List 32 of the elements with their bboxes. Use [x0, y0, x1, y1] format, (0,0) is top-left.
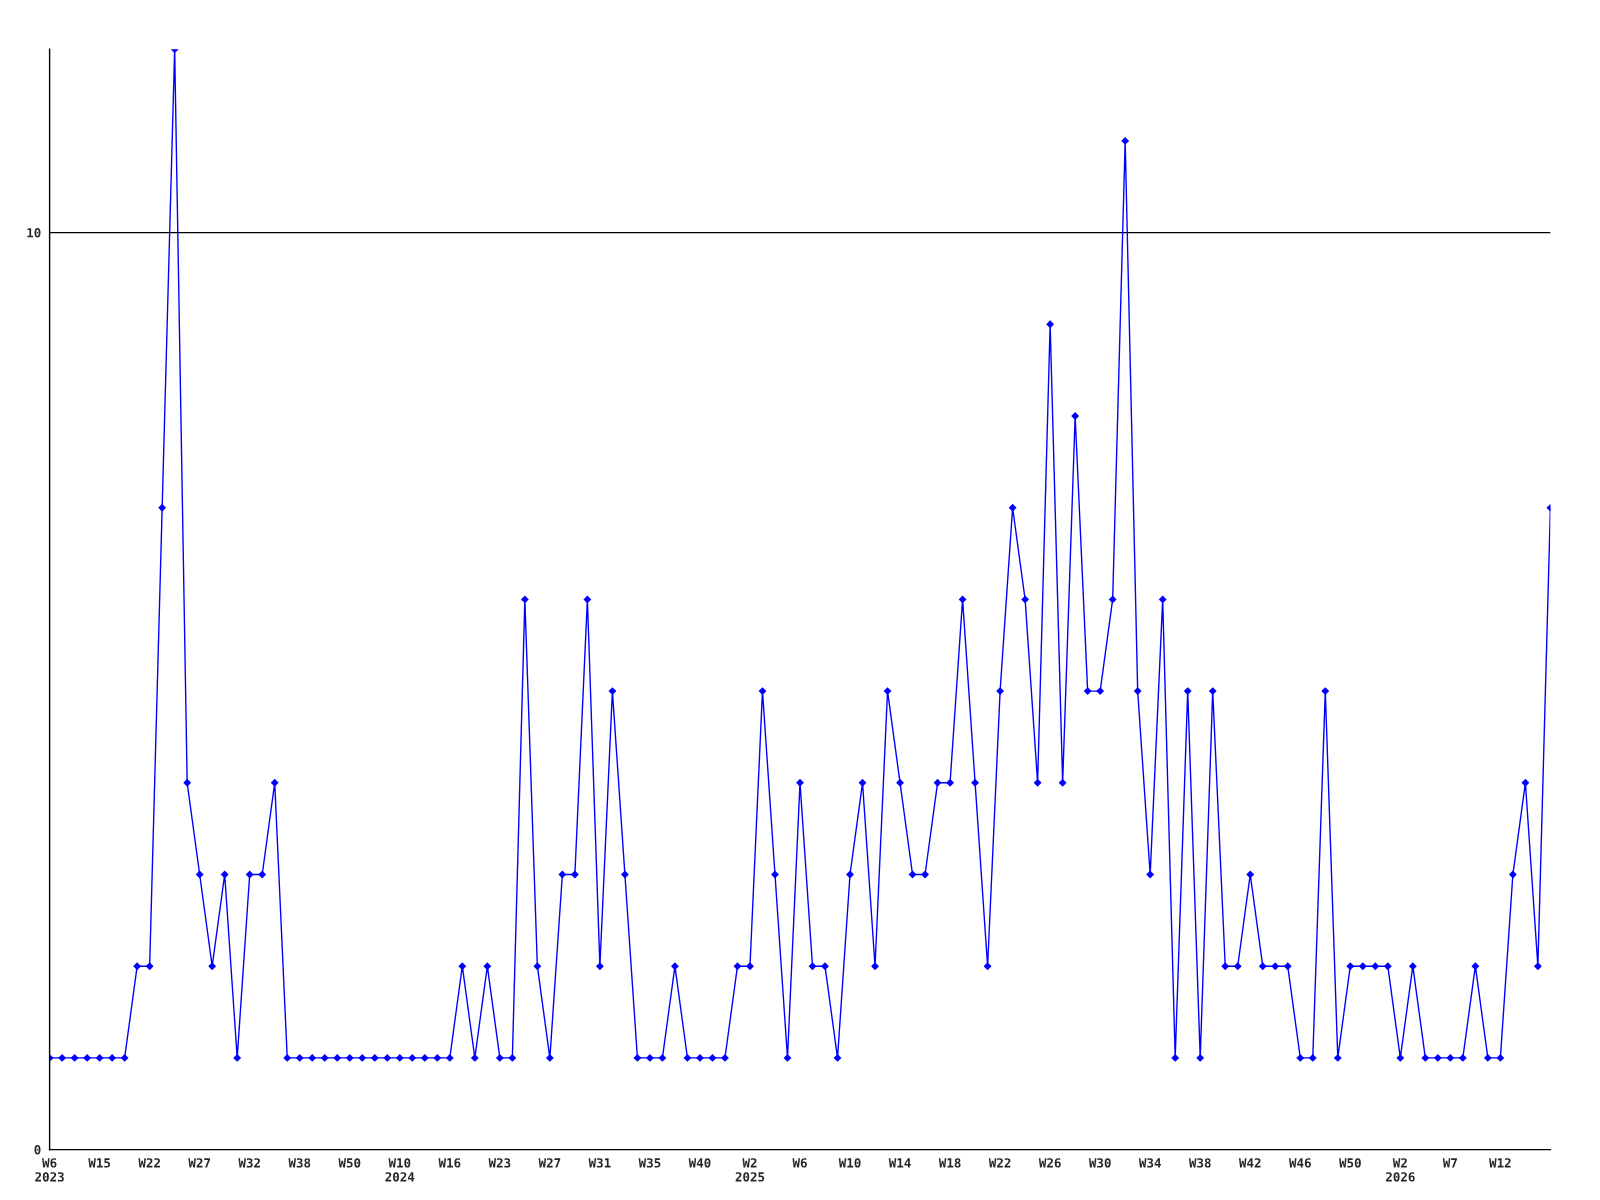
x-tick-label: W27: [188, 1158, 211, 1168]
y-tick-label: 0: [34, 1145, 41, 1155]
x-tick-label: W18: [938, 1158, 961, 1168]
x-tick-label: W14: [888, 1158, 911, 1168]
x-tick-label: W42: [1238, 1158, 1261, 1168]
x-tick-label: W32: [238, 1158, 260, 1168]
x-tick-label: W30: [1088, 1158, 1111, 1168]
x-tick-label: W6: [792, 1158, 807, 1168]
x-tick-label: W26: [1038, 1158, 1061, 1168]
x-tick-label: W34: [1138, 1158, 1161, 1168]
x-tick-label: W2 2025: [735, 1158, 765, 1182]
x-tick-label: W35: [638, 1158, 661, 1168]
x-tick-label: W2 2026: [1385, 1158, 1415, 1182]
x-tick-label: W16: [438, 1158, 461, 1168]
x-tick-label: W6 2023: [35, 1158, 64, 1182]
x-tick-label: W10 2024: [385, 1158, 415, 1182]
x-tick-label: W27: [538, 1158, 561, 1168]
x-tick-label: W31: [588, 1158, 611, 1168]
x-tick-label: W40: [688, 1158, 711, 1168]
x-tick-label: W15: [88, 1158, 111, 1168]
x-tick-label: W23: [488, 1158, 511, 1168]
x-tick-label: W22: [988, 1158, 1011, 1168]
x-tick-label: W50: [338, 1158, 361, 1168]
x-tick-label: W22: [138, 1158, 160, 1168]
x-tick-label: W38: [288, 1158, 311, 1168]
x-tick-label: W50: [1339, 1158, 1361, 1168]
x-tick-label: W7: [1442, 1158, 1457, 1168]
x-tick-label: W10: [838, 1158, 861, 1168]
x-tick-label: W46: [1288, 1158, 1311, 1168]
y-tick-label: 10: [27, 228, 41, 238]
x-tick-label: W38: [1188, 1158, 1211, 1168]
x-tick-label: W12: [1489, 1158, 1511, 1168]
